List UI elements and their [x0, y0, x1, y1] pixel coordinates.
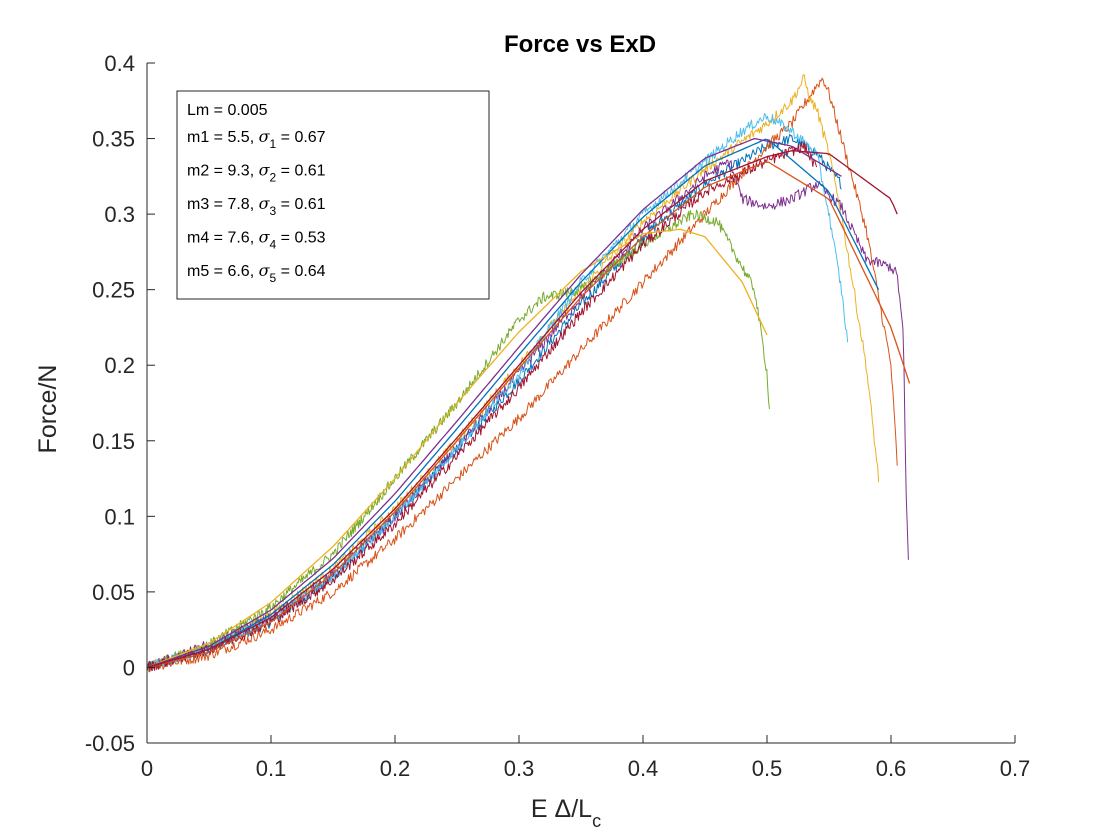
fit-series-1 [146, 138, 880, 669]
y-tick-label: 0.3 [104, 202, 135, 227]
x-axis-label: E Δ/Lc [531, 795, 601, 831]
y-tick-label: 0.15 [92, 429, 135, 454]
y-tick-label: -0.05 [85, 731, 135, 756]
x-axis-label-subscript: c [592, 811, 601, 831]
x-tick-label: 0.2 [380, 756, 411, 781]
annotation-sigma-value: = 0.64 [276, 263, 325, 280]
annotation-m-value: m4 = 7.6, [187, 230, 259, 247]
annotation-m-value: m2 = 9.3, [187, 163, 259, 180]
annotation-m-value: m3 = 7.8, [187, 196, 259, 213]
x-tick-label: 0.6 [876, 756, 907, 781]
y-tick-label: 0.2 [104, 353, 135, 378]
annotation-sigma-value: = 0.53 [276, 230, 325, 247]
chart-title: Force vs ExD [504, 31, 656, 58]
x-tick-label: 0 [141, 756, 153, 781]
sigma-symbol: σ [259, 127, 271, 146]
measured-series-5 [146, 209, 770, 671]
x-tick-label: 0.5 [752, 756, 783, 781]
sigma-subscript: 5 [270, 271, 277, 285]
fit-series-5 [146, 150, 898, 669]
y-tick-label: 0.05 [92, 580, 135, 605]
annotation-line-2: m2 = 9.3, σ2 = 0.61 [187, 161, 326, 185]
fit-series-4 [146, 137, 842, 669]
sigma-symbol: σ [259, 194, 271, 213]
sigma-subscript: 3 [270, 204, 277, 218]
y-tick-label: 0.1 [104, 504, 135, 529]
sigma-subscript: 1 [270, 137, 277, 151]
axes-layer: 0 0.1 0.2 0.3 0.4 0.5 0.6 0.7-0.0500.050.10.150… [85, 51, 1030, 781]
sigma-symbol: σ [259, 161, 271, 180]
x-axis-label-main: E Δ/L [531, 795, 592, 823]
y-tick-label: 0 [123, 655, 135, 680]
sigma-subscript: 2 [270, 171, 277, 185]
annotation-header: Lm = 0.005 [187, 102, 268, 119]
annotation-sigma-value: = 0.67 [276, 129, 325, 146]
y-tick-label: 0.25 [92, 278, 135, 303]
x-tick-label: 0.1 [256, 756, 287, 781]
x-tick-label: 0.4 [628, 756, 659, 781]
annotation-sigma-value: = 0.61 [276, 163, 325, 180]
y-axis-label: Force/N [34, 365, 62, 454]
x-tick-label: 0.3 [504, 756, 535, 781]
sigma-symbol: σ [259, 261, 271, 280]
annotation-line-3: m3 = 7.8, σ3 = 0.61 [187, 194, 326, 218]
annotation-line-1: m1 = 5.5, σ1 = 0.67 [187, 127, 326, 151]
fit-series-3 [146, 228, 768, 669]
x-tick-label: 0.7 [1000, 756, 1031, 781]
annotation-box-frame [176, 90, 490, 300]
annotation-m-value: m1 = 5.5, [187, 129, 259, 146]
annotation-line-5: m5 = 6.6, σ5 = 0.64 [187, 261, 326, 285]
y-tick-label: 0.4 [104, 51, 135, 76]
y-tick-label: 0.35 [92, 127, 135, 152]
fit-series-2 [146, 161, 911, 669]
annotation-sigma-value: = 0.61 [276, 196, 325, 213]
sigma-symbol: σ [259, 228, 271, 247]
sigma-subscript: 4 [270, 238, 277, 252]
measured-series-2 [146, 77, 898, 673]
annotation-m-value: m5 = 6.6, [187, 263, 259, 280]
annotation-line-4: m4 = 7.6, σ4 = 0.53 [187, 228, 326, 252]
series-layer [146, 74, 911, 673]
